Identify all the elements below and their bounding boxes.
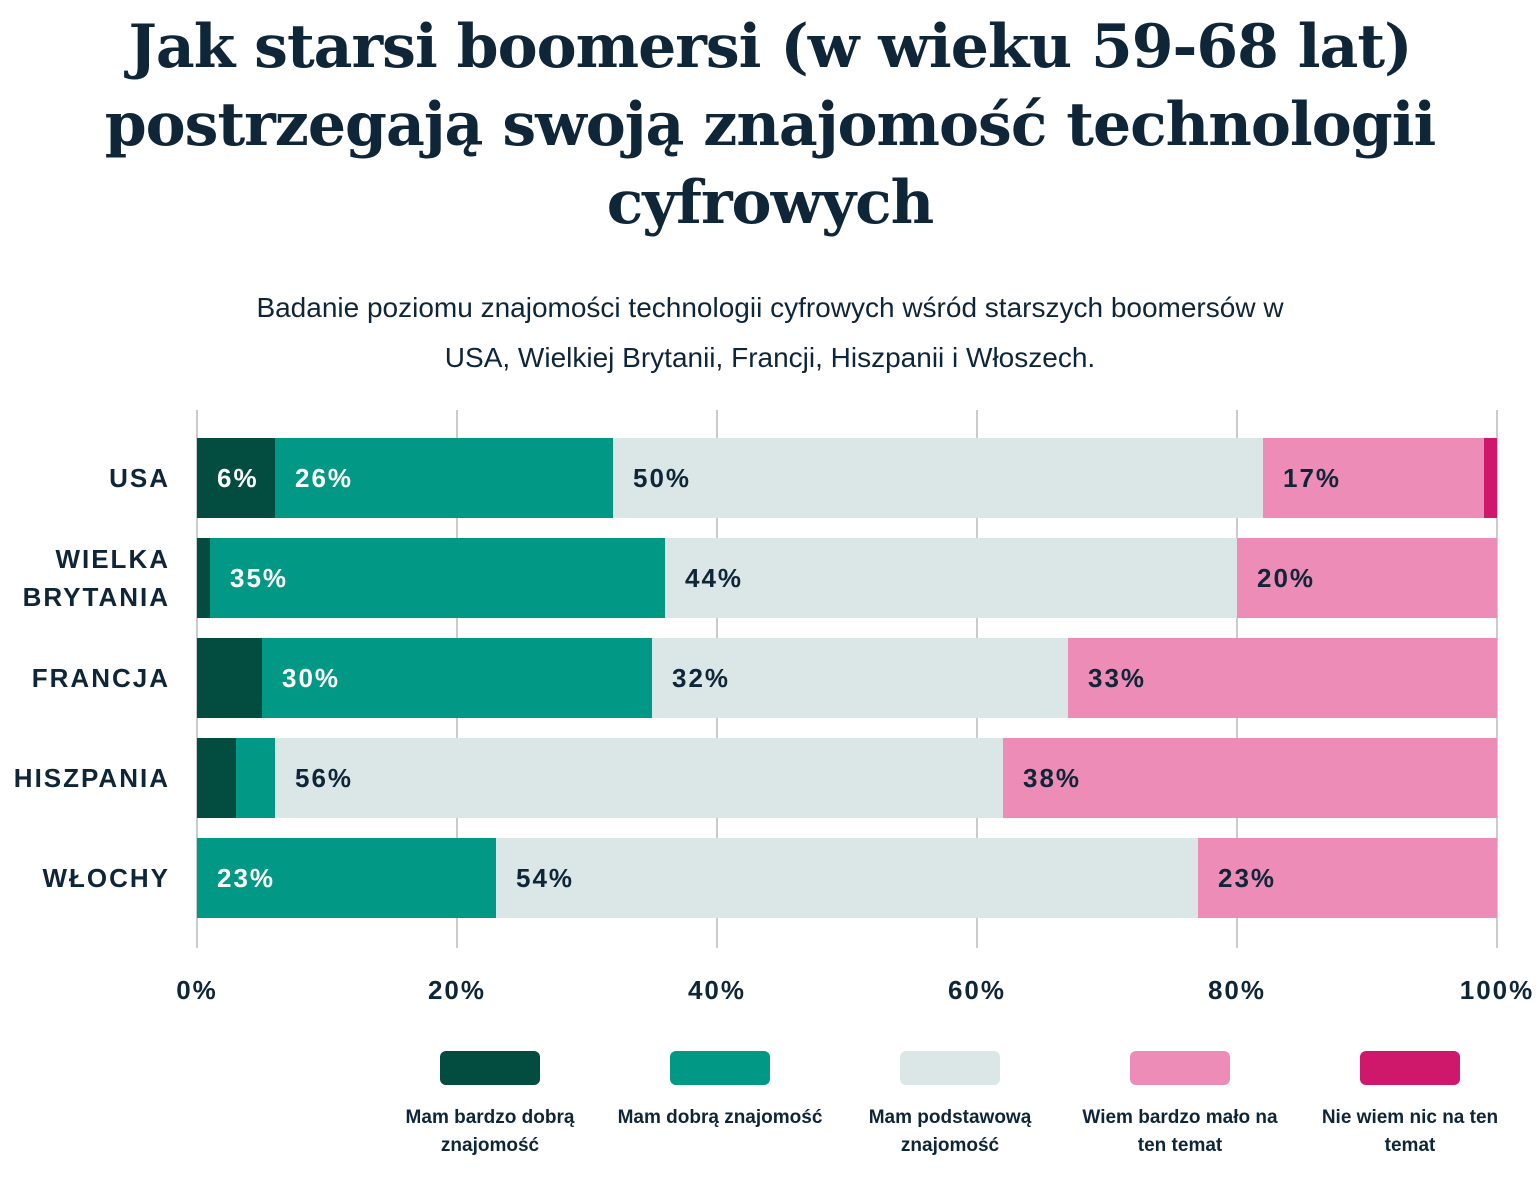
data-label: 44% xyxy=(685,563,743,593)
x-tick-label: 100% xyxy=(1459,975,1535,1005)
y-tick-label: HISZPANIA xyxy=(13,763,170,793)
data-label: 6% xyxy=(217,463,259,493)
legend-label: Mam podstawową znajomość xyxy=(868,1107,1032,1156)
legend-label: Wiem bardzo mało na ten temat xyxy=(1082,1107,1278,1156)
data-label: 50% xyxy=(633,463,691,493)
data-label: 35% xyxy=(230,563,288,593)
chart-subtitle: Badanie poziomu znajomości technologii c… xyxy=(256,292,1284,373)
bar-segment xyxy=(1003,738,1497,818)
bar-segment xyxy=(197,838,496,918)
bar-segment xyxy=(197,638,262,718)
bar-segment xyxy=(197,438,275,518)
legend-label: Mam bardzo dobrą znajomość xyxy=(405,1107,575,1156)
data-label: 56% xyxy=(295,763,353,793)
bar-segment xyxy=(197,538,210,618)
data-label: 20% xyxy=(1257,563,1315,593)
data-label: 23% xyxy=(217,863,275,893)
chart-title: Jak starsi boomersi (w wieku 59-68 lat) … xyxy=(104,12,1437,238)
bar-segment xyxy=(197,738,236,818)
data-label: 33% xyxy=(1088,663,1146,693)
legend-swatch xyxy=(1130,1051,1230,1085)
legend-swatch xyxy=(1360,1051,1460,1085)
data-label: 32% xyxy=(672,663,730,693)
y-tick-label: USA xyxy=(109,463,170,493)
legend-label: Nie wiem nic na ten temat xyxy=(1321,1107,1499,1156)
x-tick-label: 80% xyxy=(1207,975,1267,1005)
bar-segment xyxy=(496,838,1198,918)
data-label: 30% xyxy=(282,663,340,693)
bar-segment xyxy=(665,538,1237,618)
bar-segment xyxy=(275,738,1003,818)
bar-segment xyxy=(1263,438,1484,518)
data-label: 26% xyxy=(295,463,353,493)
legend-swatch xyxy=(670,1051,770,1085)
bar-segment xyxy=(210,538,665,618)
data-label: 17% xyxy=(1283,463,1341,493)
data-label: 23% xyxy=(1218,863,1276,893)
legend-swatch xyxy=(900,1051,1000,1085)
bar-segment xyxy=(1068,638,1497,718)
bar-segment xyxy=(1237,538,1497,618)
x-tick-label: 40% xyxy=(687,975,747,1005)
bar-segment xyxy=(1484,438,1497,518)
y-tick-label: WŁOCHY xyxy=(42,863,170,893)
x-tick-label: 0% xyxy=(176,975,218,1005)
bar-segment xyxy=(275,438,613,518)
x-tick-label: 20% xyxy=(427,975,487,1005)
bar-segment xyxy=(262,638,652,718)
legend-swatch xyxy=(440,1051,540,1085)
legend-label: Mam dobrą znajomość xyxy=(617,1107,823,1128)
data-label: 54% xyxy=(516,863,574,893)
y-tick-label: FRANCJA xyxy=(31,663,170,693)
bar-segment xyxy=(236,738,275,818)
bar-segment xyxy=(652,638,1068,718)
bar-segment xyxy=(1198,838,1497,918)
y-tick-label: WIELKA BRYTANIA xyxy=(22,544,170,612)
x-tick-label: 60% xyxy=(947,975,1007,1005)
data-label: 38% xyxy=(1023,763,1081,793)
bar-segment xyxy=(613,438,1263,518)
